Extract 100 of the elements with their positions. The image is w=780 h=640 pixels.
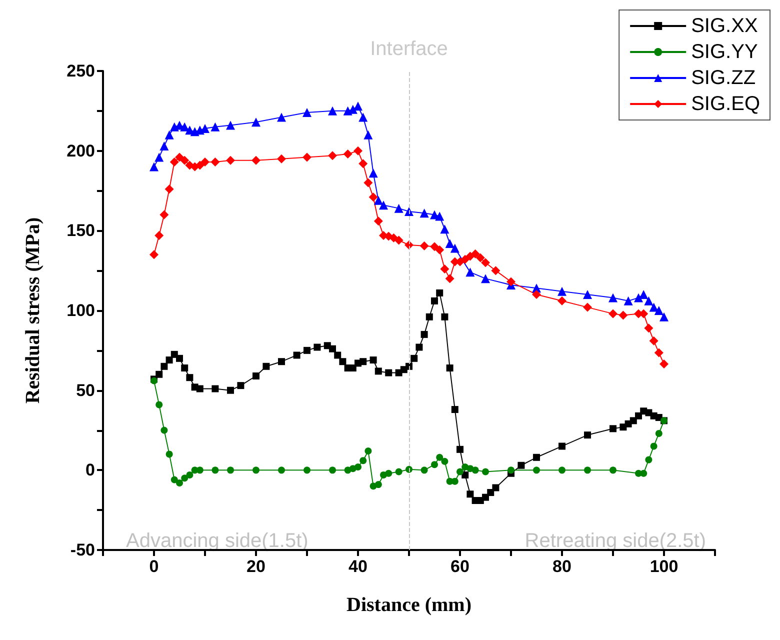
point [654, 348, 664, 358]
point [481, 258, 490, 268]
point [558, 296, 566, 306]
point [420, 466, 428, 474]
point [368, 192, 378, 202]
point [440, 224, 450, 234]
point [364, 178, 373, 188]
point [154, 230, 164, 240]
point [506, 277, 516, 286]
x-tick-label: 40 [348, 557, 368, 576]
point [420, 241, 429, 250]
point [394, 236, 404, 245]
point [354, 102, 362, 111]
point [364, 448, 372, 455]
y-tick-label: 50 [76, 380, 95, 400]
y-tick-label: 100 [66, 301, 95, 320]
annotation: Advancing side(1.5t) [126, 530, 308, 552]
point [532, 290, 541, 300]
point [328, 106, 337, 116]
point [508, 466, 514, 474]
legend-label: SIG.ZZ [691, 67, 756, 89]
point [634, 293, 643, 302]
point [394, 204, 404, 213]
point [441, 458, 448, 465]
point [583, 302, 592, 312]
point [431, 461, 438, 468]
legend-label: SIG.EQ [691, 93, 760, 115]
point [277, 112, 286, 122]
point [654, 306, 664, 315]
y-tick-label: -50 [70, 540, 95, 560]
point [655, 430, 662, 437]
x-tick-label: 0 [149, 557, 159, 576]
point [170, 476, 178, 484]
point [639, 290, 648, 300]
point [210, 122, 220, 132]
y-tick-label: 0 [86, 460, 95, 480]
point [610, 466, 616, 474]
point [210, 158, 220, 167]
point [470, 249, 480, 258]
point [435, 212, 444, 221]
point [440, 264, 450, 274]
point [436, 454, 444, 461]
point [445, 274, 454, 284]
point [450, 244, 460, 253]
point [329, 466, 336, 474]
point [466, 268, 475, 277]
point [343, 150, 352, 159]
point [304, 466, 310, 474]
point [150, 250, 158, 260]
y-tick-label: 150 [66, 221, 95, 240]
point [644, 324, 654, 333]
point [252, 156, 260, 165]
point [583, 290, 592, 300]
point [277, 154, 286, 164]
point [430, 242, 439, 252]
point [374, 196, 383, 205]
point [156, 401, 163, 408]
x-tick-label: 80 [552, 557, 572, 576]
point [481, 274, 490, 284]
point [181, 474, 188, 482]
point [650, 442, 658, 450]
point [558, 286, 566, 296]
point [354, 463, 362, 470]
point [354, 146, 362, 156]
point [644, 296, 654, 306]
x-tick-label: 20 [246, 557, 266, 576]
point [368, 168, 378, 178]
point [608, 309, 618, 318]
point [328, 151, 337, 160]
point [160, 426, 168, 434]
point [374, 216, 383, 226]
x-axis-title: Distance (mm) [346, 594, 472, 616]
point [180, 156, 190, 165]
point [160, 142, 169, 151]
point [226, 120, 235, 130]
legend-label: SIG.XX [691, 15, 758, 37]
point [186, 471, 194, 478]
point [558, 466, 566, 474]
y-tick-label: 250 [66, 62, 95, 80]
point [252, 118, 260, 127]
point [491, 266, 500, 276]
point [166, 450, 173, 458]
point [200, 158, 210, 167]
point [226, 156, 235, 165]
point [278, 466, 285, 474]
x-tick-label: 60 [450, 557, 470, 576]
point [533, 466, 540, 474]
point [374, 481, 382, 488]
point [420, 208, 429, 218]
point [252, 466, 260, 474]
point [150, 162, 158, 172]
point [360, 457, 367, 464]
point [472, 466, 479, 474]
point [624, 296, 633, 306]
point [302, 152, 312, 162]
point [154, 152, 164, 162]
point [660, 312, 668, 322]
x-tick-label: 100 [650, 557, 678, 576]
point [385, 470, 392, 477]
point [456, 468, 464, 476]
